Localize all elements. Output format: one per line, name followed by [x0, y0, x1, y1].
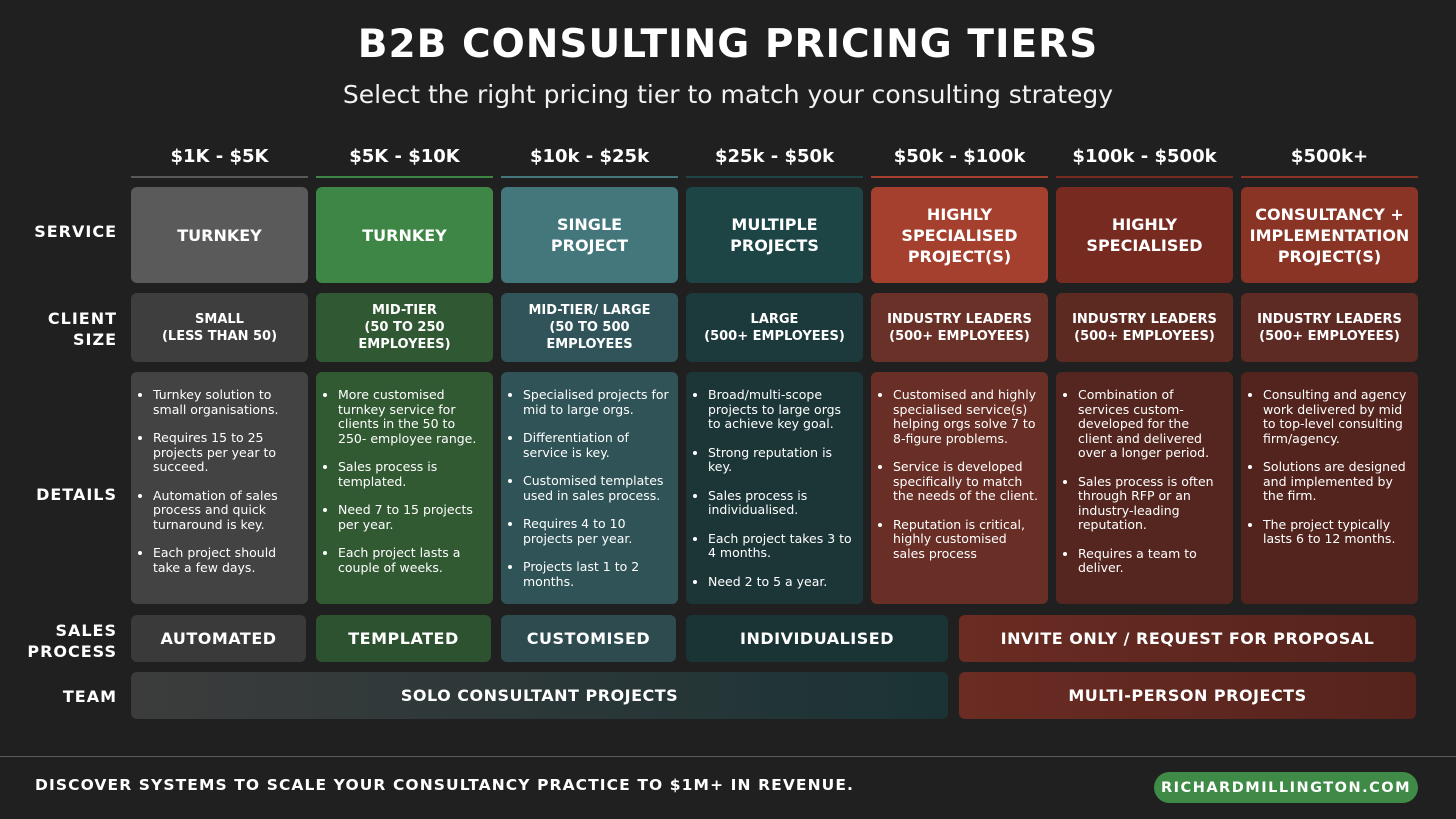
service-tier-3: SINGLE PROJECT	[501, 187, 678, 283]
client-size-tier-6: INDUSTRY LEADERS (500+ EMPLOYEES)	[1056, 293, 1233, 362]
client-size-tier-7-line-2: (500+ EMPLOYEES)	[1259, 328, 1400, 344]
details-list: More customised turnkey service for clie…	[322, 387, 485, 575]
detail-item: Sales process is templated.	[338, 459, 485, 489]
details-list: Turnkey solution to small organisations.…	[137, 387, 300, 575]
details-tier-3: Specialised projects for mid to large or…	[501, 372, 678, 604]
detail-item: Service is developed specifically to mat…	[893, 459, 1040, 504]
client-size-tier-1-line-1: SMALL	[195, 311, 244, 327]
price-tier-7: $500k+	[1241, 146, 1418, 178]
detail-item: Specialised projects for mid to large or…	[523, 387, 670, 417]
detail-item: Combination of services custom-developed…	[1078, 387, 1225, 461]
client-size-tier-7-line-1: INDUSTRY LEADERS	[1257, 311, 1402, 327]
detail-item: Customised templates used in sales proce…	[523, 473, 670, 503]
row-label-sales-line-1: SALES	[55, 621, 117, 640]
service-tier-6: HIGHLY SPECIALISED	[1056, 187, 1233, 283]
details-list: Specialised projects for mid to large or…	[507, 387, 670, 589]
details-list: Customised and highly specialised servic…	[877, 387, 1040, 562]
detail-item: Differentiation of service is key.	[523, 430, 670, 460]
detail-item: Reputation is critical, highly customise…	[893, 517, 1040, 562]
price-tier-3: $10k - $25k	[501, 146, 678, 178]
client-size-tier-5-line-1: INDUSTRY LEADERS	[887, 311, 1032, 327]
detail-item: Customised and highly specialised servic…	[893, 387, 1040, 446]
service-tier-4: MULTIPLE PROJECTS	[686, 187, 863, 283]
client-size-tier-1-line-2: (LESS THAN 50)	[161, 328, 278, 344]
detail-item: Turnkey solution to small organisations.	[153, 387, 300, 417]
sales-process-templated: TEMPLATED	[316, 615, 491, 662]
details-tier-7: Consulting and agency work delivered by …	[1241, 372, 1418, 604]
client-size-tier-2-line-1: MID-TIER	[372, 303, 437, 318]
detail-item: Strong reputation is key.	[708, 445, 855, 475]
sales-process-customised: CUSTOMISED	[501, 615, 676, 662]
client-size-tier-7: INDUSTRY LEADERS (500+ EMPLOYEES)	[1241, 293, 1418, 362]
page-subtitle: Select the right pricing tier to match y…	[342, 80, 1114, 109]
detail-item: Sales process is individualised.	[708, 488, 855, 518]
detail-item: Automation of sales process and quick tu…	[153, 488, 300, 533]
details-list: Consulting and agency work delivered by …	[1247, 387, 1410, 547]
detail-item: Need 2 to 5 a year.	[708, 574, 855, 590]
details-tier-2: More customised turnkey service for clie…	[316, 372, 493, 604]
details-tier-5: Customised and highly specialised servic…	[871, 372, 1048, 604]
detail-item: More customised turnkey service for clie…	[338, 387, 485, 446]
client-size-tier-3-line-2: (50 TO 500 EMPLOYEES	[546, 320, 633, 352]
detail-item: Each project takes 3 to 4 months.	[708, 531, 855, 561]
detail-item: Consulting and agency work delivered by …	[1263, 387, 1410, 446]
row-label-client-size-line-2: SIZE	[72, 330, 117, 349]
price-tier-5: $50k - $100k	[871, 146, 1048, 178]
service-tier-1: TURNKEY	[131, 187, 308, 283]
details-tier-1: Turnkey solution to small organisations.…	[131, 372, 308, 604]
row-label-sales-line-2: PROCESS	[27, 642, 117, 661]
price-tier-6: $100k - $500k	[1056, 146, 1233, 178]
price-tier-4: $25k - $50k	[686, 146, 863, 178]
detail-item: The project typically lasts 6 to 12 mont…	[1263, 517, 1410, 547]
sales-process-individualised: INDIVIDUALISED	[686, 615, 948, 662]
detail-item: Requires 15 to 25 projects per year to s…	[153, 430, 300, 475]
detail-item: Solutions are designed and implemented b…	[1263, 459, 1410, 504]
page-title: B2B CONSULTING PRICING TIERS	[357, 22, 1099, 67]
details-tier-6: Combination of services custom-developed…	[1056, 372, 1233, 604]
row-label-team: TEAM	[62, 687, 117, 706]
detail-item: Projects last 1 to 2 months.	[523, 559, 670, 589]
details-list: Broad/multi-scope projects to large orgs…	[692, 387, 855, 590]
sales-process-invite-only: INVITE ONLY / REQUEST FOR PROPOSAL	[959, 615, 1416, 662]
row-label-sales-process: SALES PROCESS	[22, 620, 117, 662]
client-size-tier-4-line-2: (500+ EMPLOYEES)	[704, 328, 845, 344]
client-size-tier-4-line-1: LARGE	[750, 311, 799, 327]
team-multi-person: MULTI-PERSON PROJECTS	[959, 672, 1416, 719]
price-tier-1: $1K - $5K	[131, 146, 308, 178]
row-label-client-size: CLIENT SIZE	[22, 308, 117, 350]
row-label-details: DETAILS	[36, 485, 117, 504]
client-size-tier-3: MID-TIER/ LARGE (50 TO 500 EMPLOYEES	[501, 293, 678, 362]
footer-text: DISCOVER SYSTEMS TO SCALE YOUR CONSULTAN…	[35, 776, 855, 794]
team-solo-consultant: SOLO CONSULTANT PROJECTS	[131, 672, 948, 719]
details-tier-4: Broad/multi-scope projects to large orgs…	[686, 372, 863, 604]
client-size-tier-2: MID-TIER (50 TO 250 EMPLOYEES)	[316, 293, 493, 362]
detail-item: Need 7 to 15 projects per year.	[338, 502, 485, 532]
client-size-tier-5-line-2: (500+ EMPLOYEES)	[889, 328, 1030, 344]
detail-item: Requires a team to deliver.	[1078, 546, 1225, 576]
client-size-tier-2-line-2: (50 TO 250 EMPLOYEES)	[358, 320, 451, 352]
details-list: Combination of services custom-developed…	[1062, 387, 1225, 576]
price-tier-2: $5K - $10K	[316, 146, 493, 178]
detail-item: Sales process is often through RFP or an…	[1078, 474, 1225, 533]
detail-item: Broad/multi-scope projects to large orgs…	[708, 387, 855, 432]
sales-process-automated: AUTOMATED	[131, 615, 306, 662]
website-link-button[interactable]: RICHARDMILLINGTON.COM	[1154, 772, 1418, 803]
footer-divider	[0, 756, 1456, 757]
service-tier-7: CONSULTANCY + IMPLEMENTATION PROJECT(S)	[1241, 187, 1418, 283]
detail-item: Requires 4 to 10 projects per year.	[523, 516, 670, 546]
service-tier-5: HIGHLY SPECIALISED PROJECT(S)	[871, 187, 1048, 283]
service-tier-2: TURNKEY	[316, 187, 493, 283]
client-size-tier-6-line-1: INDUSTRY LEADERS	[1072, 311, 1217, 327]
row-label-client-size-line-1: CLIENT	[47, 309, 117, 328]
client-size-tier-3-line-1: MID-TIER/ LARGE	[528, 303, 651, 318]
detail-item: Each project lasts a couple of weeks.	[338, 545, 485, 575]
client-size-tier-1: SMALL (LESS THAN 50)	[131, 293, 308, 362]
row-label-service: SERVICE	[34, 222, 117, 241]
detail-item: Each project should take a few days.	[153, 545, 300, 575]
client-size-tier-5: INDUSTRY LEADERS (500+ EMPLOYEES)	[871, 293, 1048, 362]
client-size-tier-6-line-2: (500+ EMPLOYEES)	[1074, 328, 1215, 344]
client-size-tier-4: LARGE (500+ EMPLOYEES)	[686, 293, 863, 362]
